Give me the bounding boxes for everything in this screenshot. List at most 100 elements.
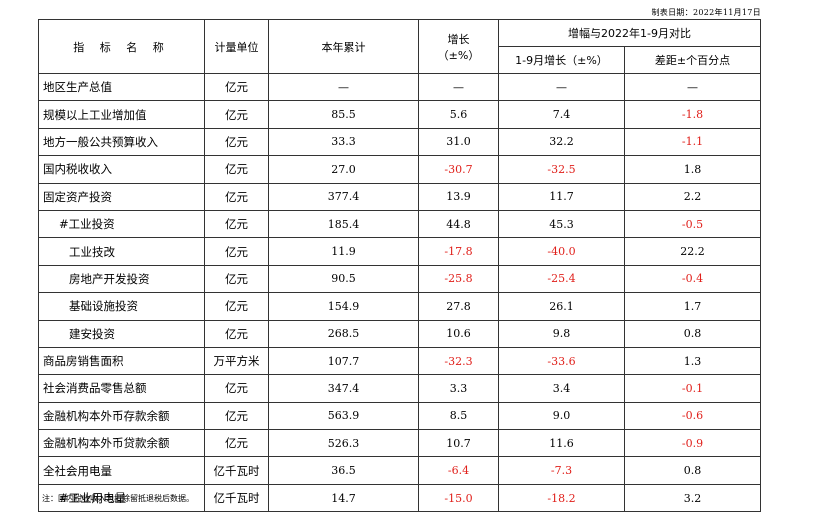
row-diff-value: -0.6 — [624, 401, 761, 431]
report-date: 制表日期：2022年11月17日 — [651, 8, 761, 17]
row-name: 地区生产总值 — [38, 72, 205, 102]
table-row: 商品房销售面积 万平方米 107.7 -32.3 -33.6 1.3 — [38, 346, 761, 376]
row-unit: 亿元 — [204, 237, 269, 266]
row-unit: 亿元 — [204, 264, 269, 294]
row-ytd-value: 347.4 — [268, 374, 419, 403]
row-unit: 亿元 — [204, 127, 269, 157]
row-growth-value: -32.3 — [418, 346, 499, 376]
row-ytd-value: 33.3 — [268, 127, 419, 157]
row-name: 基础设施投资 — [38, 292, 205, 321]
row-jan-sep-growth: -25.4 — [498, 264, 625, 294]
row-diff-value: 0.8 — [624, 319, 761, 348]
row-name: #工业投资 — [38, 209, 205, 239]
row-diff-value: -0.4 — [624, 264, 761, 294]
table-row: 规模以上工业增加值 亿元 85.5 5.6 7.4 -1.8 — [38, 100, 761, 129]
row-name: 全社会用电量 — [38, 456, 205, 485]
row-diff-value: 0.8 — [624, 456, 761, 485]
row-growth-value: -17.8 — [418, 237, 499, 266]
table-row: 金融机构本外币贷款余额 亿元 526.3 10.7 11.6 -0.9 — [38, 429, 761, 458]
row-growth-value: -6.4 — [418, 456, 499, 485]
row-unit: 亿元 — [204, 72, 269, 102]
row-ytd-value: 36.5 — [268, 456, 419, 485]
row-diff-value: 1.3 — [624, 346, 761, 376]
row-diff-value: -1.8 — [624, 100, 761, 129]
row-diff-value: — — [624, 72, 761, 102]
row-unit: 亿元 — [204, 100, 269, 129]
row-ytd-value: 154.9 — [268, 292, 419, 321]
table-row: 固定资产投资 亿元 377.4 13.9 11.7 2.2 — [38, 182, 761, 211]
row-unit: 亿元 — [204, 429, 269, 458]
row-name: 国内税收收入 — [38, 155, 205, 184]
row-growth-value: -15.0 — [418, 483, 499, 513]
header-growth: 增长 （±%） — [418, 19, 499, 74]
row-jan-sep-growth: -33.6 — [498, 346, 625, 376]
row-unit: 万平方米 — [204, 346, 269, 376]
table-row: #工业用电量 亿千瓦时 14.7 -15.0 -18.2 3.2 — [38, 483, 761, 513]
row-growth-value: 5.6 — [418, 100, 499, 129]
row-growth-value: 10.7 — [418, 429, 499, 458]
row-ytd-value: 14.7 — [268, 483, 419, 513]
row-unit: 亿元 — [204, 155, 269, 184]
row-growth-value: 31.0 — [418, 127, 499, 157]
row-ytd-value: 526.3 — [268, 429, 419, 458]
row-ytd-value: 11.9 — [268, 237, 419, 266]
table-row: 全社会用电量 亿千瓦时 36.5 -6.4 -7.3 0.8 — [38, 456, 761, 485]
header-growth-line2: （±%） — [437, 48, 480, 62]
header-growth-jan-sep: 1-9月增长（±%） — [498, 46, 625, 74]
table-row: 工业技改 亿元 11.9 -17.8 -40.0 22.2 — [38, 237, 761, 266]
header-row-1: 指 标 名 称 计量单位 本年累计 增长 （±%） 增幅与2022年1-9月对比 — [38, 19, 761, 74]
footnote: 注：国内税收收入为扣除留抵退税后数据。 — [42, 494, 194, 503]
row-unit: 亿千瓦时 — [204, 456, 269, 485]
row-diff-value: 2.2 — [624, 182, 761, 211]
row-name: 地方一般公共预算收入 — [38, 127, 205, 157]
row-unit: 亿元 — [204, 182, 269, 211]
header-unit: 计量单位 — [204, 19, 269, 74]
table-row: 房地产开发投资 亿元 90.5 -25.8 -25.4 -0.4 — [38, 264, 761, 294]
row-jan-sep-growth: 9.8 — [498, 319, 625, 348]
row-ytd-value: 90.5 — [268, 264, 419, 294]
row-growth-value: 10.6 — [418, 319, 499, 348]
table-row: #工业投资 亿元 185.4 44.8 45.3 -0.5 — [38, 209, 761, 239]
row-diff-value: 3.2 — [624, 483, 761, 513]
table-row: 国内税收收入 亿元 27.0 -30.7 -32.5 1.8 — [38, 155, 761, 184]
row-diff-value: -1.1 — [624, 127, 761, 157]
row-unit: 亿千瓦时 — [204, 483, 269, 513]
row-name: 社会消费品零售总额 — [38, 374, 205, 403]
row-growth-value: 13.9 — [418, 182, 499, 211]
row-ytd-value: — — [268, 72, 419, 102]
row-ytd-value: 377.4 — [268, 182, 419, 211]
statistics-table: 指 标 名 称 计量单位 本年累计 增长 （±%） 增幅与2022年1-9月对比… — [38, 19, 761, 513]
header-growth-line1: 增长 — [447, 32, 470, 46]
row-unit: 亿元 — [204, 401, 269, 431]
row-jan-sep-growth: -7.3 — [498, 456, 625, 485]
table-row: 地区生产总值 亿元 — — — — — [38, 72, 761, 102]
row-unit: 亿元 — [204, 374, 269, 403]
row-diff-value: 1.7 — [624, 292, 761, 321]
row-jan-sep-growth: — — [498, 72, 625, 102]
row-ytd-value: 185.4 — [268, 209, 419, 239]
row-jan-sep-growth: 7.4 — [498, 100, 625, 129]
row-growth-value: — — [418, 72, 499, 102]
table-row: 建安投资 亿元 268.5 10.6 9.8 0.8 — [38, 319, 761, 348]
row-jan-sep-growth: 11.7 — [498, 182, 625, 211]
row-ytd-value: 107.7 — [268, 346, 419, 376]
row-name: 房地产开发投资 — [38, 264, 205, 294]
header-row-2: 1-9月增长（±%） 差距±个百分点 — [39, 46, 761, 74]
row-diff-value: 1.8 — [624, 155, 761, 184]
row-unit: 亿元 — [204, 319, 269, 348]
row-growth-value: -25.8 — [418, 264, 499, 294]
row-name: 金融机构本外币存款余额 — [38, 401, 205, 431]
row-ytd-value: 563.9 — [268, 401, 419, 431]
row-unit: 亿元 — [204, 209, 269, 239]
row-jan-sep-growth: 32.2 — [498, 127, 625, 157]
table-body: 地区生产总值 亿元 — — — — 规模以上工业增加值 亿元 85.5 5.6 7.4 -1.8 地方一… — [38, 72, 761, 513]
row-name: 规模以上工业增加值 — [38, 100, 205, 129]
header-diff: 差距±个百分点 — [624, 46, 761, 74]
row-name: 商品房销售面积 — [38, 346, 205, 376]
table-row: 社会消费品零售总额 亿元 347.4 3.3 3.4 -0.1 — [38, 374, 761, 403]
table-row: 地方一般公共预算收入 亿元 33.3 31.0 32.2 -1.1 — [38, 127, 761, 157]
row-diff-value: -0.9 — [624, 429, 761, 458]
row-name: 建安投资 — [38, 319, 205, 348]
row-jan-sep-growth: 45.3 — [498, 209, 625, 239]
row-jan-sep-growth: 11.6 — [498, 429, 625, 458]
